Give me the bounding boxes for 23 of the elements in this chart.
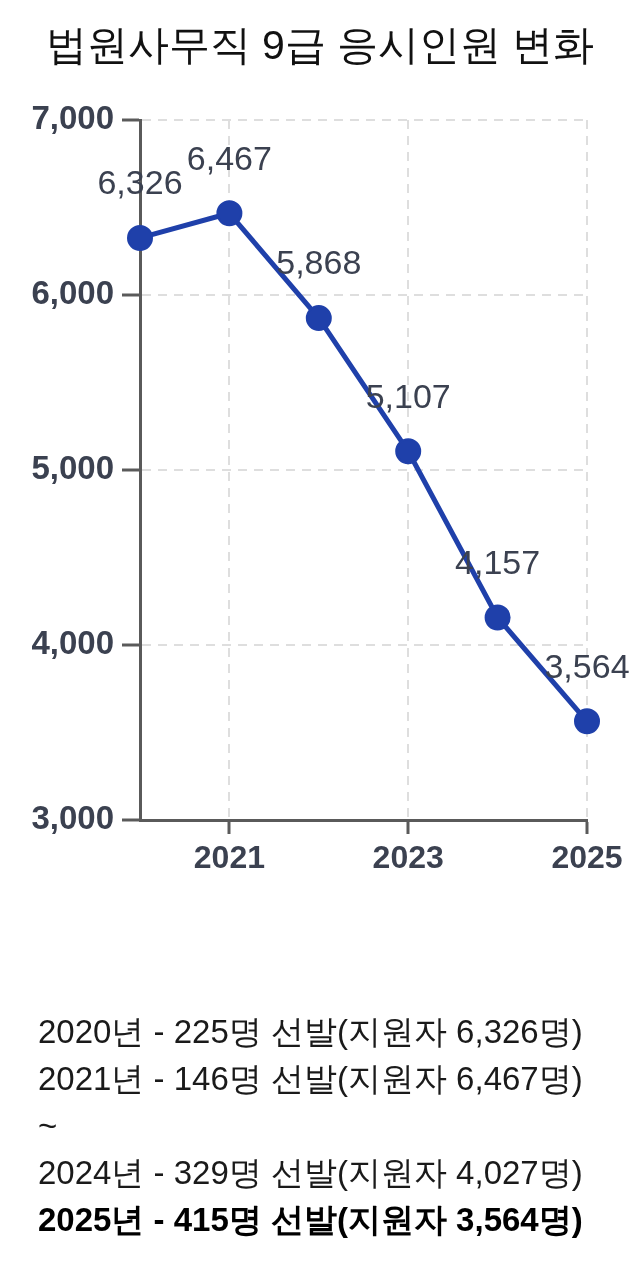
data-label: 3,564 <box>544 646 630 685</box>
point <box>216 200 243 227</box>
data-label: 6,467 <box>186 138 272 177</box>
x-tick-label: 2025 <box>551 839 623 876</box>
y-tick-label: 6,000 <box>31 274 114 312</box>
text: ~ <box>38 1106 59 1146</box>
chart-title: 법원사무직 9급 응시인원 변화 <box>44 21 596 70</box>
text: 2025년 - 415명 선발(지원자 3,564명) <box>38 1200 584 1240</box>
y-tick-label: 4,000 <box>31 624 114 662</box>
text: 2021년 - 146명 선발(지원자 6,467명) <box>38 1059 584 1099</box>
point <box>305 305 332 332</box>
text: 2024년 - 329명 선발(지원자 4,027명) <box>38 1153 584 1193</box>
point <box>484 604 511 631</box>
x-tick-label: 2021 <box>193 839 265 876</box>
x-tick-label: 2023 <box>372 839 444 876</box>
y-tick-label: 3,000 <box>31 799 114 837</box>
y-tick-label: 7,000 <box>31 99 114 137</box>
text: 2020년 - 225명 선발(지원자 6,326명) <box>38 1012 584 1052</box>
point <box>574 708 600 735</box>
data-label: 5,868 <box>276 243 362 282</box>
point <box>395 438 422 465</box>
y-tick-label: 5,000 <box>31 449 114 487</box>
point <box>127 224 153 251</box>
